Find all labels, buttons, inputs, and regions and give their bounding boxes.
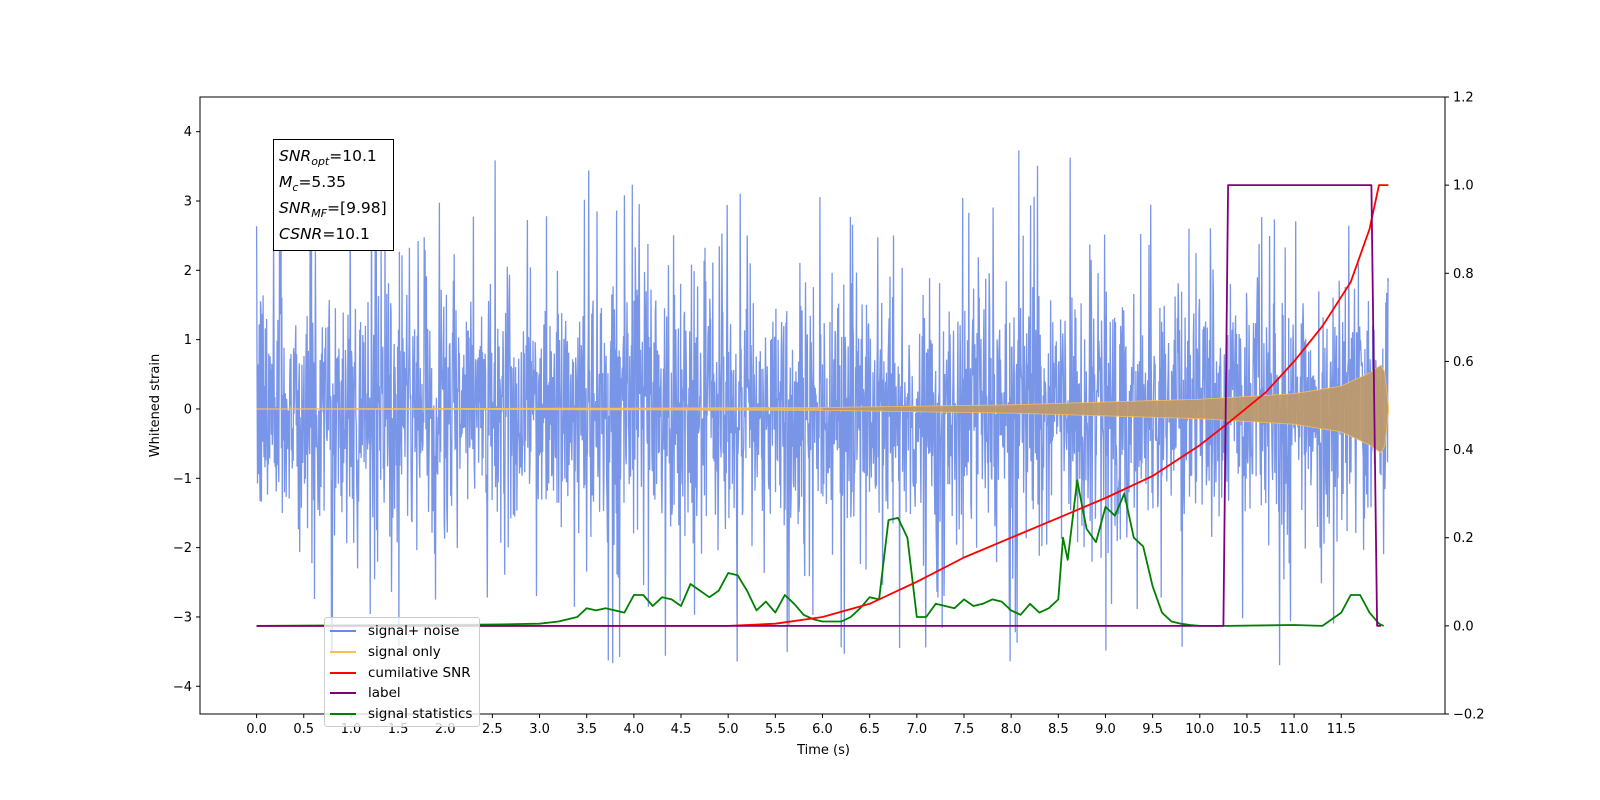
y-tick-label: −1 [173, 472, 192, 487]
legend-label: signal+ noise [368, 623, 460, 640]
x-tick-label: 4.5 [671, 722, 692, 737]
y2-tick-label: −0.2 [1453, 708, 1485, 723]
x-tick-label: 8.0 [1001, 722, 1022, 737]
y2-tick-label: 0.4 [1453, 443, 1474, 458]
y-tick-label: −3 [173, 610, 192, 625]
x-tick-label: 2.5 [482, 722, 503, 737]
y-tick-label: 4 [184, 125, 192, 140]
legend-label: cumilative SNR [368, 664, 471, 681]
x-tick-label: 9.5 [1142, 722, 1163, 737]
y2-tick-label: 1.2 [1453, 91, 1474, 106]
y2-tick-label: 0.2 [1453, 531, 1474, 546]
csnr-annotation: CSNR=10.1 [279, 225, 370, 243]
series-signal-noise-line [255, 150, 1390, 666]
series-signal-statistics-line [256, 479, 1385, 627]
snr-opt-annotation: SNRopt=10.1 [279, 147, 377, 168]
x-tick-label: 10.5 [1232, 722, 1261, 737]
x-axis-label: Time (s) [796, 743, 850, 758]
x-tick-label: 11.0 [1280, 722, 1309, 737]
legend-swatch-label [330, 692, 356, 695]
legend-label: label [368, 685, 401, 702]
snr-mf-annotation: SNRMF=[9.98] [279, 199, 387, 220]
x-tick-label: 10.0 [1185, 722, 1214, 737]
y2-tick-label: 0.8 [1453, 267, 1474, 282]
x-tick-label: 9.0 [1095, 722, 1116, 737]
series-cumulative-snr-line [256, 184, 1389, 627]
x-tick-label: 0.5 [293, 722, 314, 737]
x-tick-label: 0.0 [246, 722, 267, 737]
y-tick-label: 2 [184, 264, 192, 279]
legend-item-cumulative-snr: cumilative SNR [325, 662, 479, 683]
legend-item-label: label [325, 683, 479, 704]
legend-swatch-signal-noise [330, 630, 356, 633]
legend-label: signal statistics [368, 706, 473, 723]
y2-tick-label: 1.0 [1453, 179, 1474, 194]
series-label-line [256, 184, 1381, 627]
legend-swatch-cumulative-snr [330, 671, 356, 674]
x-tick-label: 5.5 [765, 722, 786, 737]
x-tick-label: 6.0 [812, 722, 833, 737]
legend-item-signal-statistics: signal statistics [325, 704, 479, 725]
x-tick-label: 3.5 [576, 722, 597, 737]
legend-swatch-signal-only [330, 651, 356, 654]
legend-label: signal only [368, 644, 441, 661]
x-tick-label: 11.5 [1327, 722, 1356, 737]
legend-swatch-signal-statistics [330, 713, 356, 716]
legend-item-signal-only: signal only [325, 642, 479, 663]
chirp-mass-annotation: Mc=5.35 [279, 173, 346, 194]
legend-item-signal-noise: signal+ noise [325, 621, 479, 642]
y2-tick-label: 0.6 [1453, 355, 1474, 370]
x-tick-label: 7.5 [954, 722, 975, 737]
y-tick-label: −2 [173, 541, 192, 556]
x-tick-label: 7.0 [906, 722, 927, 737]
y-tick-label: 1 [184, 333, 192, 348]
y-tick-label: −4 [173, 680, 192, 695]
x-tick-label: 5.0 [718, 722, 739, 737]
x-tick-label: 8.5 [1048, 722, 1069, 737]
chart-legend: signal+ noise signal only cumilative SNR… [324, 617, 480, 728]
stats-annotation-box: SNRopt=10.1 Mc=5.35 SNRMF=[9.98] CSNR=10… [273, 139, 394, 251]
y-tick-label: 3 [184, 194, 192, 209]
y-axis-label: Whitened strain [148, 354, 163, 457]
y2-tick-label: 0.0 [1453, 619, 1474, 634]
x-tick-label: 4.0 [624, 722, 645, 737]
x-tick-label: 3.0 [529, 722, 550, 737]
y-tick-label: 0 [184, 402, 192, 417]
x-tick-label: 6.5 [859, 722, 880, 737]
